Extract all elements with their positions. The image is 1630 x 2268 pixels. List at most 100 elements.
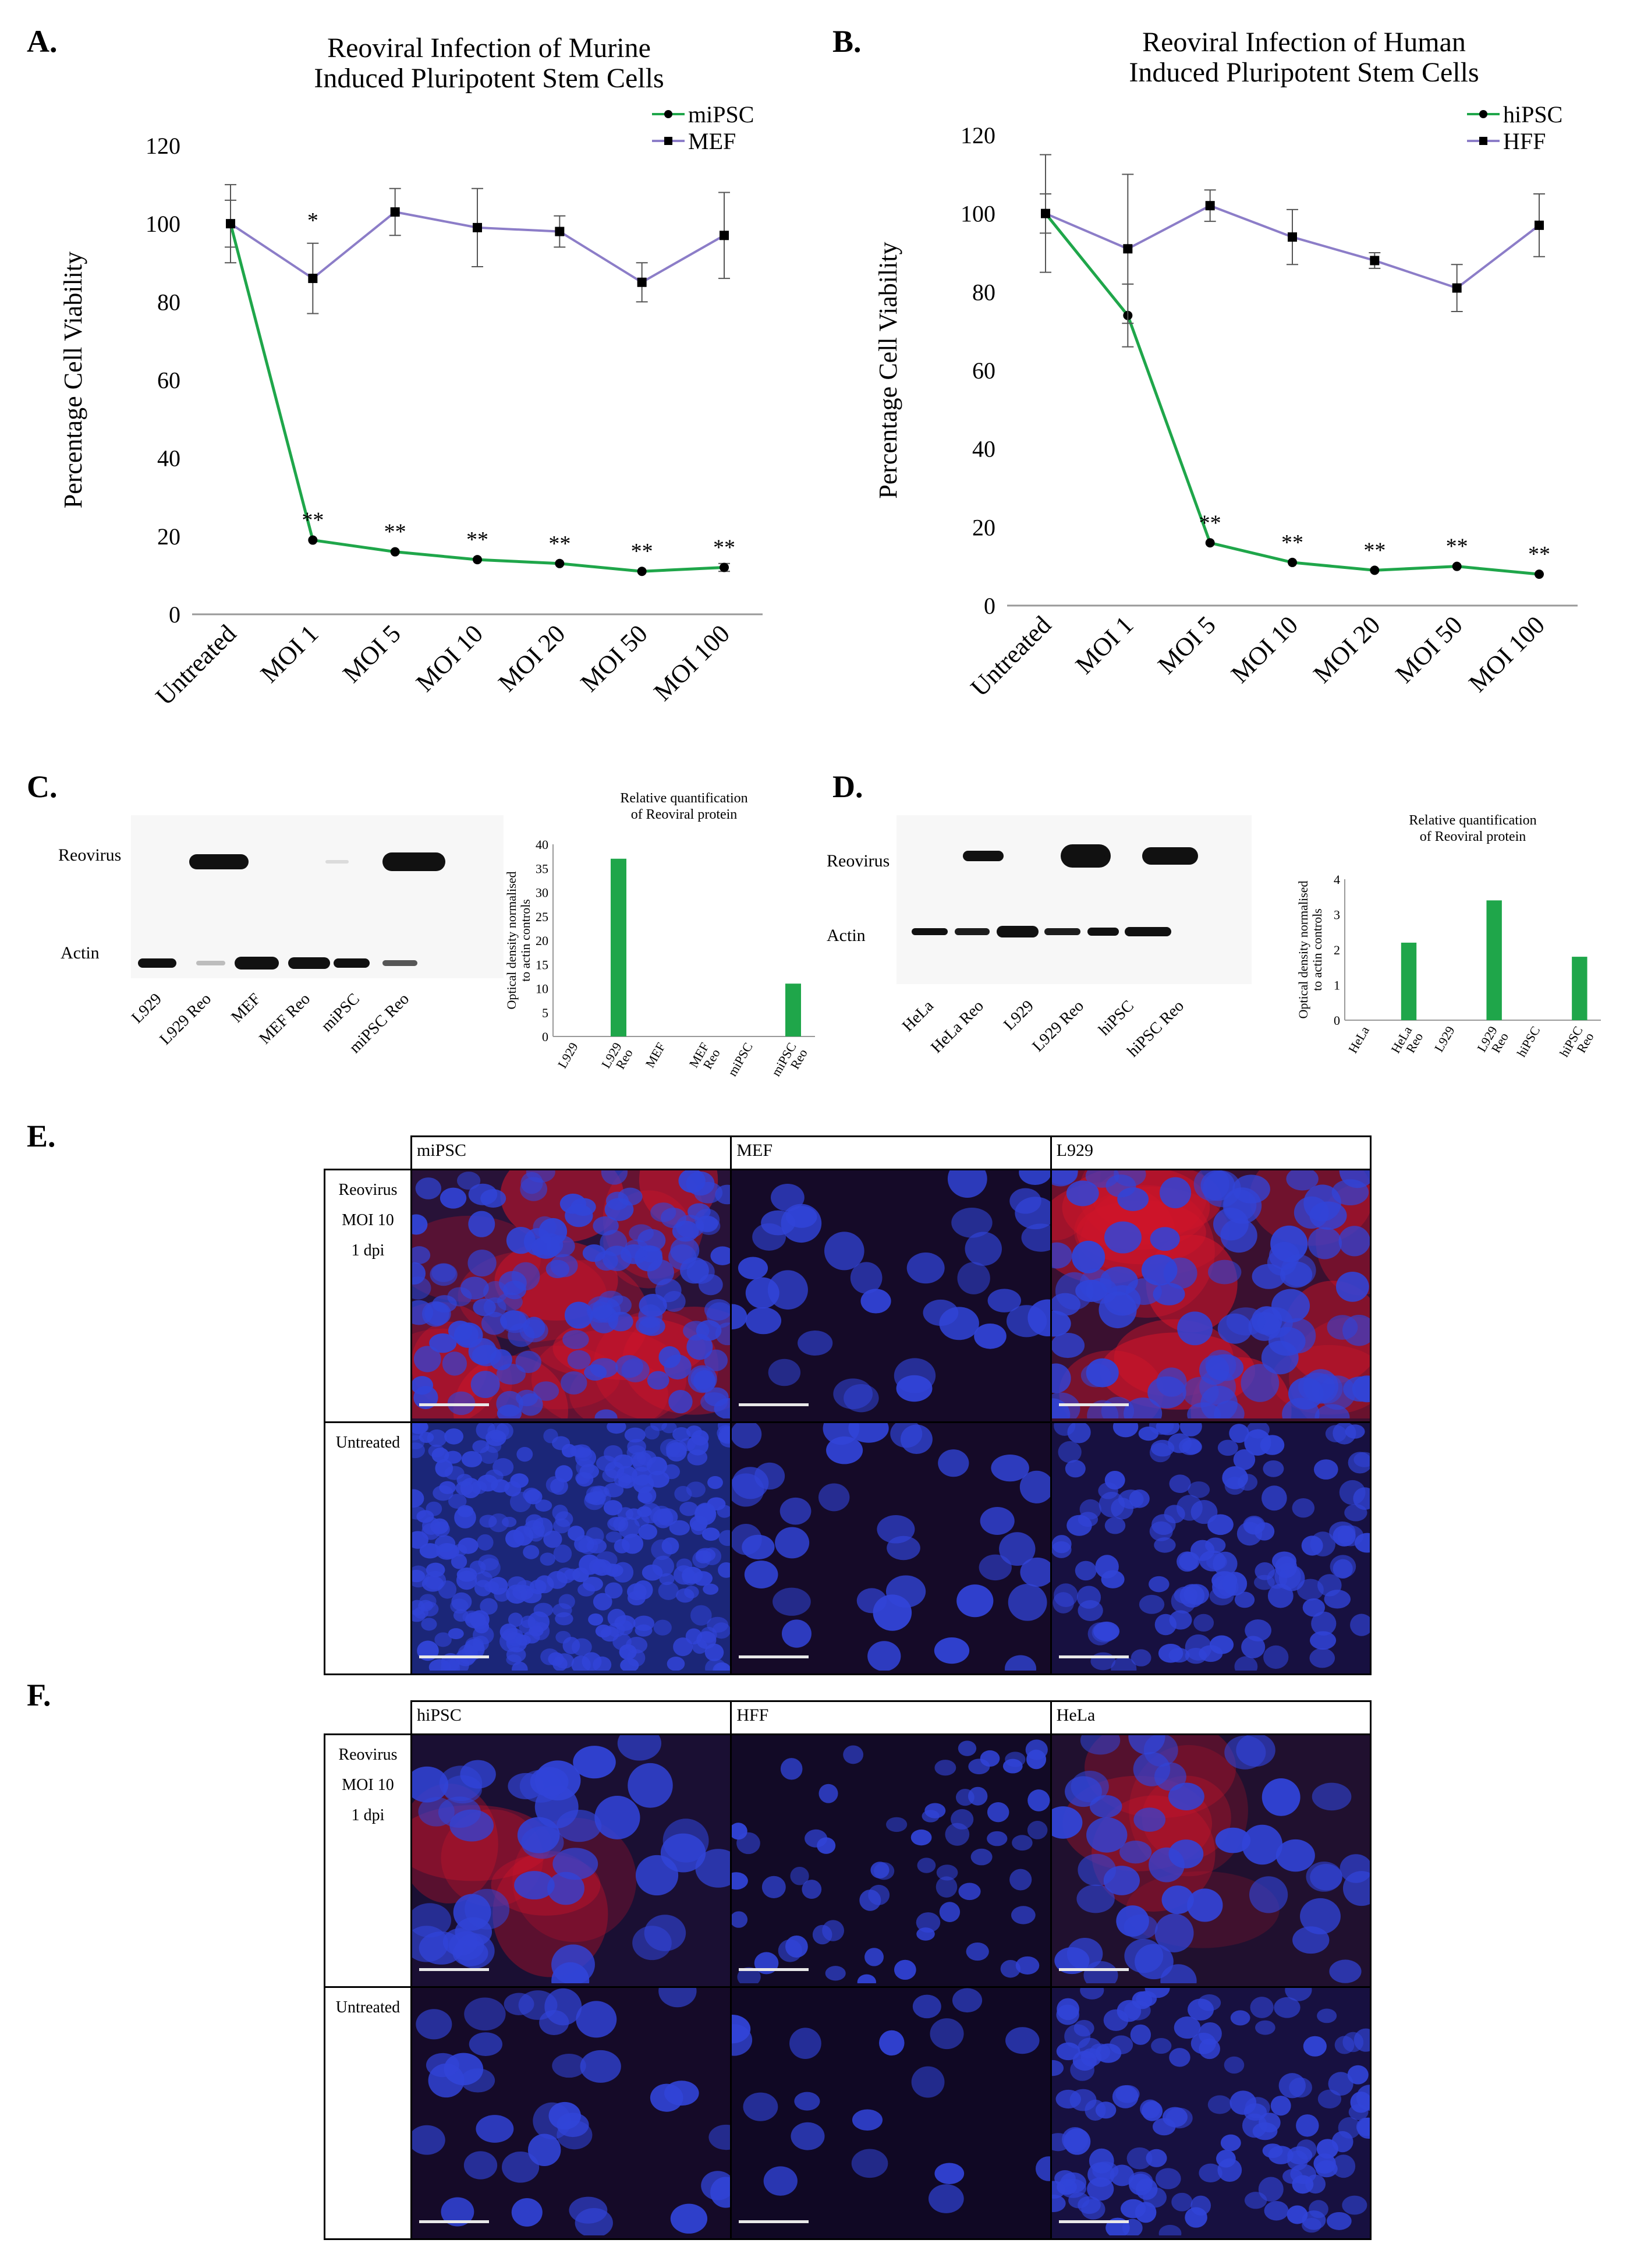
y-tick-label: 0 (169, 602, 180, 628)
nucleus (505, 1529, 525, 1548)
scale-bar (1058, 2220, 1129, 2224)
blot-band (325, 860, 349, 864)
nucleus (1105, 1174, 1136, 1198)
nucleus (1309, 1630, 1336, 1650)
nucleus (1169, 1474, 1191, 1493)
bar (1486, 900, 1502, 1020)
nucleus (1193, 1614, 1214, 1632)
nucleus (642, 1564, 663, 1581)
nucleus (453, 1608, 469, 1622)
nucleus (633, 1474, 654, 1494)
nucleus (426, 2053, 459, 2077)
nucleus (987, 1802, 1009, 1823)
data-point (1452, 561, 1462, 571)
scale-bar (739, 1403, 809, 1406)
nucleus (805, 1829, 828, 1848)
nucleus (1150, 1227, 1180, 1251)
nucleus (1331, 1179, 1369, 1206)
nucleus (412, 1489, 424, 1508)
micrograph-mef-untreated (730, 1421, 1052, 1676)
nucleus (1104, 1470, 1125, 1489)
nucleus (1171, 2192, 1193, 2212)
nucleus (1051, 2180, 1065, 2199)
nucleus (762, 1876, 786, 1898)
nucleus (1094, 2043, 1121, 2063)
nucleus (916, 1912, 941, 1933)
nucleus (1317, 1573, 1342, 1597)
blot-band (189, 854, 249, 869)
nucleus (1104, 1221, 1142, 1254)
western-blot-c (131, 815, 504, 978)
nucleus (1310, 1611, 1337, 1636)
row-header: Untreated (324, 1421, 412, 1676)
nucleus (624, 1427, 646, 1442)
nucleus (1217, 2158, 1242, 2182)
significance-marker: ** (302, 508, 324, 533)
panel-label-c: C. (27, 769, 58, 804)
x-tick-label: L929 (555, 1040, 581, 1071)
nucleus (1027, 1821, 1048, 1839)
nucleus (822, 1920, 845, 1941)
y-tick-label: 40 (972, 436, 995, 462)
nucleus (1021, 1223, 1050, 1252)
nucleus (1334, 2035, 1355, 2054)
x-tick-label: MOI 50 (575, 619, 653, 697)
nucleus (1103, 1866, 1140, 1895)
nucleus (457, 1172, 481, 1190)
significance-marker: ** (1363, 538, 1386, 562)
nucleus (1154, 1762, 1186, 1791)
nucleus (419, 1542, 441, 1559)
nucleus (1330, 1554, 1356, 1578)
y-tick-label: 60 (157, 367, 180, 394)
nucleus (429, 1333, 457, 1353)
nucleus (552, 2053, 586, 2078)
nucleus (1056, 2042, 1080, 2060)
y-tick-label: 0 (1334, 1013, 1340, 1028)
line-chart-human: Reoviral Infection of Human Induced Pluri… (874, 27, 1578, 702)
nucleus (1073, 2019, 1094, 2036)
nucleus (605, 1531, 622, 1542)
nucleus (653, 1619, 672, 1636)
data-point (1535, 220, 1544, 230)
nucleus (434, 1632, 452, 1647)
nucleus (460, 1276, 489, 1300)
nucleus (646, 1456, 668, 1476)
nucleus (852, 2108, 883, 2131)
blot-row-label: Reovirus (827, 851, 890, 871)
nucleus (1154, 1913, 1194, 1952)
micrograph-l929-untreated (1050, 1421, 1372, 1676)
nucleus (1303, 2036, 1327, 2057)
nucleus (465, 1888, 510, 1930)
chart-title: Relative quantification of Reoviral prote… (1409, 813, 1536, 844)
nucleus (508, 1576, 527, 1591)
nucleus (1317, 2089, 1341, 2108)
nucleus (708, 2124, 731, 2150)
nucleus (626, 1648, 646, 1666)
nucleus (535, 1499, 552, 1512)
nucleus (1086, 1817, 1128, 1853)
micrograph-image (412, 1423, 731, 1674)
nucleus (1148, 1576, 1170, 1592)
nucleus (1128, 2173, 1153, 2195)
nucleus (1186, 1888, 1223, 1922)
nucleus (490, 1431, 506, 1442)
nucleus (600, 1626, 619, 1641)
nucleus (929, 2184, 965, 2213)
nucleus (1207, 2094, 1232, 2114)
data-point (473, 555, 482, 565)
data-point (390, 547, 400, 557)
nucleus (1302, 1598, 1325, 1617)
nucleus (600, 1230, 628, 1257)
nucleus (1065, 1459, 1086, 1477)
nucleus (1338, 2117, 1361, 2139)
nucleus (451, 1592, 472, 1611)
nucleus (412, 1766, 449, 1803)
y-tick-label: 60 (972, 358, 995, 384)
blot-band (382, 852, 445, 871)
nucleus (586, 1485, 603, 1502)
nucleus (1141, 2100, 1163, 2121)
data-point (1288, 557, 1297, 567)
micrograph-grid-f: hiPSC HFF HeLa Reovirus MOI 10 1 dpi Unt… (324, 1700, 1372, 2241)
column-header: miPSC (410, 1135, 732, 1170)
data-point (1535, 569, 1544, 579)
